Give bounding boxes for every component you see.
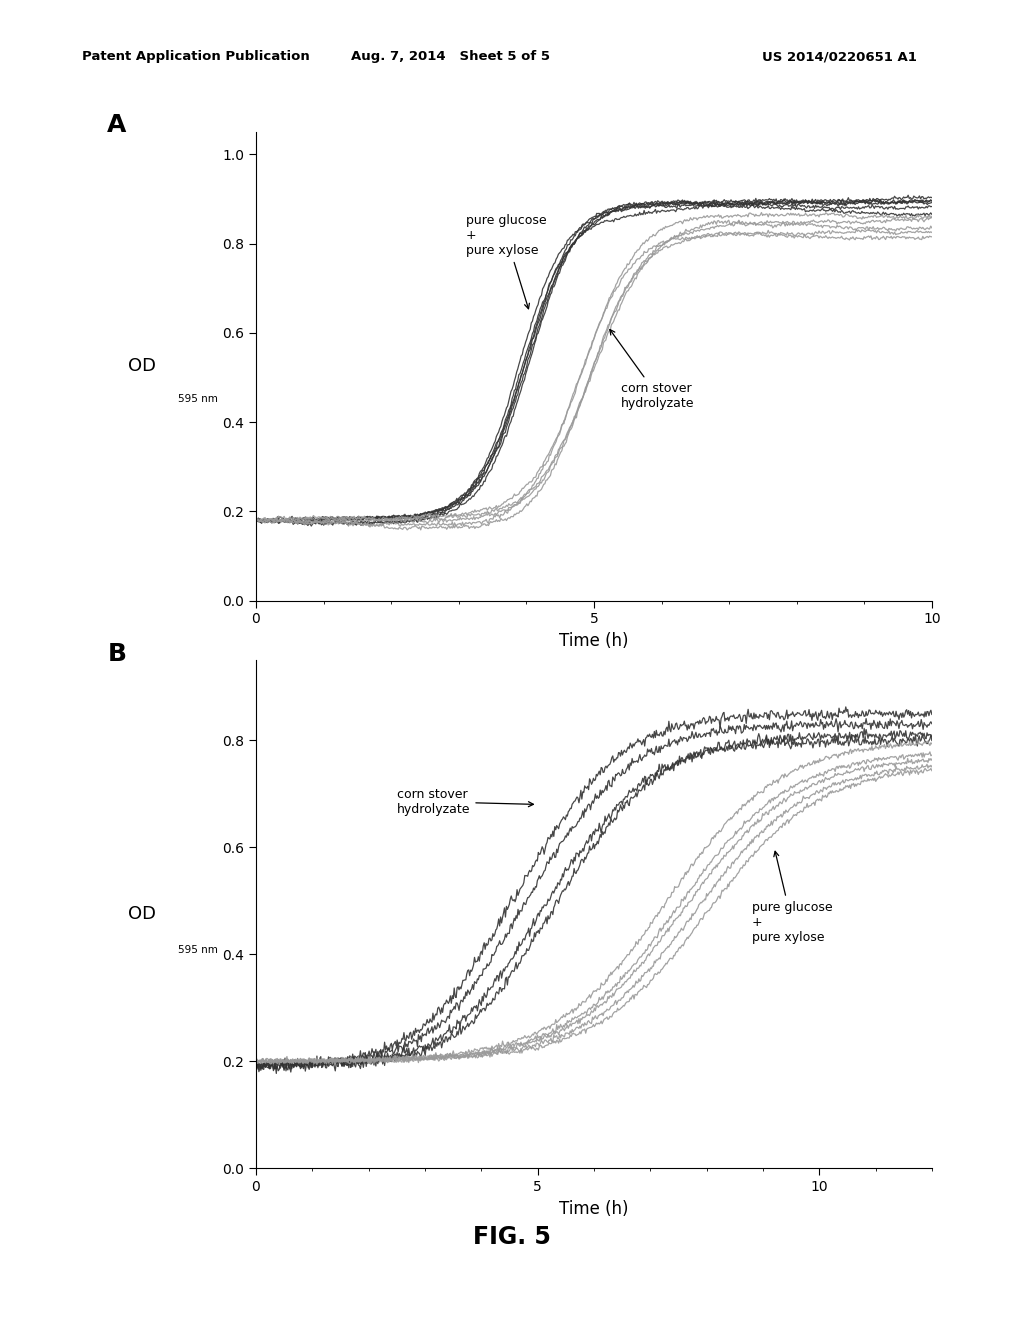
Text: Patent Application Publication: Patent Application Publication [82, 50, 309, 63]
Text: FIG. 5: FIG. 5 [473, 1225, 551, 1249]
Text: corn stover
hydrolyzate: corn stover hydrolyzate [610, 330, 694, 411]
X-axis label: Time (h): Time (h) [559, 1200, 629, 1217]
Text: US 2014/0220651 A1: US 2014/0220651 A1 [762, 50, 918, 63]
Text: A: A [108, 114, 127, 137]
Text: OD: OD [128, 358, 156, 375]
Text: pure glucose
+
pure xylose: pure glucose + pure xylose [466, 214, 546, 309]
Text: 595 nm: 595 nm [178, 945, 218, 954]
X-axis label: Time (h): Time (h) [559, 632, 629, 649]
Text: OD: OD [128, 906, 156, 923]
Text: pure glucose
+
pure xylose: pure glucose + pure xylose [752, 851, 833, 944]
Text: B: B [108, 643, 126, 667]
Text: 595 nm: 595 nm [178, 395, 218, 404]
Text: Aug. 7, 2014   Sheet 5 of 5: Aug. 7, 2014 Sheet 5 of 5 [351, 50, 550, 63]
Text: corn stover
hydrolyzate: corn stover hydrolyzate [397, 788, 534, 816]
